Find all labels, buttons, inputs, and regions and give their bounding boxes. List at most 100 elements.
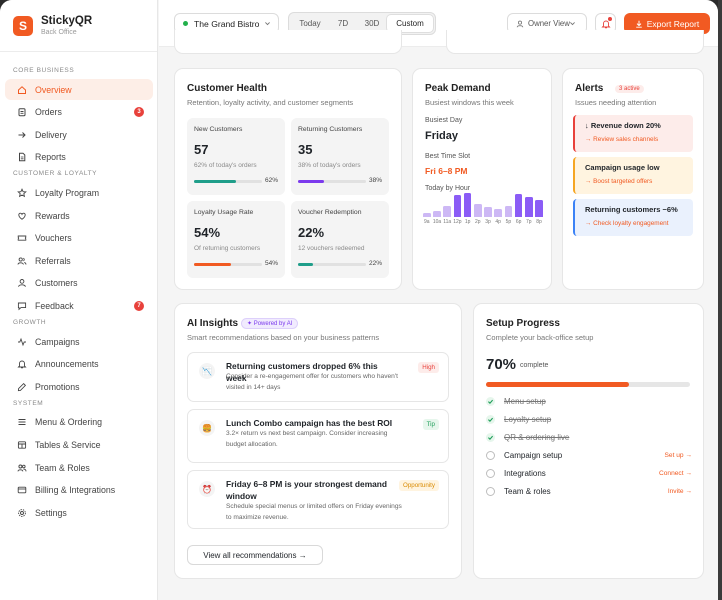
alerts-card: Alerts 3 active Issues needing attention…: [562, 68, 704, 290]
metric-bar: [194, 180, 262, 183]
metric-note: 62% of today's orders: [194, 162, 257, 169]
brand: S StickyQR Back Office: [0, 0, 157, 52]
sidebar-item-reports[interactable]: Reports: [5, 147, 153, 168]
team-icon: [17, 464, 27, 472]
metric-note: Of returning customers: [194, 245, 261, 252]
metric-tile: New Customers 57 62% of today's orders 62%: [187, 118, 285, 195]
card-title: Customer Health: [187, 83, 268, 94]
alert-action-link[interactable]: → Boost targeted offers: [585, 178, 653, 185]
sidebar-item-label: Reports: [35, 152, 66, 163]
sidebar-item-feedback[interactable]: Feedback 7: [5, 295, 153, 316]
sidebar-item-customers[interactable]: Customers: [5, 273, 153, 294]
range-30d[interactable]: 30D: [364, 19, 380, 28]
home-icon: [18, 85, 26, 94]
hour-label: 1p: [464, 219, 471, 225]
sidebar-item-delivery[interactable]: Delivery: [5, 124, 153, 145]
metric-note: 38% of today's orders: [298, 162, 361, 169]
star-icon: [17, 187, 27, 198]
range-today[interactable]: Today: [299, 19, 321, 28]
hour-bar: [535, 200, 543, 217]
setup-step-label: Team & roles: [504, 486, 551, 496]
hour-label: 5p: [505, 219, 512, 225]
sidebar-item-orders[interactable]: Orders 3: [5, 102, 153, 123]
view-all-recommendations-button[interactable]: View all recommendations →: [187, 545, 323, 565]
recommendation-item[interactable]: ⏰ Friday 6–8 PM is your strongest demand …: [187, 470, 449, 529]
sidebar-item-team-roles[interactable]: Team & Roles: [5, 457, 153, 478]
export-report-button[interactable]: Export Report: [624, 13, 710, 34]
hour-bar: [423, 213, 431, 217]
card-subtitle: Busiest windows this week: [425, 98, 514, 107]
hour-bar: [463, 193, 472, 217]
hour-label: 6p: [515, 219, 522, 225]
metric-tile: Returning Customers 35 38% of today's orde…: [291, 118, 389, 195]
hour-label: 3p: [485, 219, 491, 225]
metric-tile: Loyalty Usage Rate 54% Of returning custom…: [187, 201, 285, 278]
metric-value: 35: [298, 142, 313, 157]
sidebar-item-menu-ordering[interactable]: Menu & Ordering: [5, 412, 153, 433]
recommendation-title: Friday 6–8 PM is your strongest demand w…: [226, 479, 388, 501]
alert-item[interactable]: Campaign usage low → Boost targeted offer…: [573, 157, 693, 194]
sidebar-item-referrals[interactable]: Referrals: [5, 250, 153, 271]
sidebar-item-promotions[interactable]: Promotions: [5, 376, 153, 397]
recommendation-item[interactable]: 📉 Returning customers dropped 6% this wee…: [187, 352, 449, 402]
hourly-axis: 9a 10a 11a 12p 1p 2p 3p 4p 5p 6p 7p 8p: [423, 219, 545, 227]
sidebar-item-label: Menu & Ordering: [35, 417, 102, 428]
ai-insights-card: AI Insights ✦ Powered by AI Smart recomm…: [174, 303, 462, 579]
card-title: Alerts: [575, 83, 604, 94]
setup-step-action[interactable]: Invite →: [667, 487, 692, 495]
range-custom[interactable]: Custom: [387, 15, 433, 32]
sidebar-item-tables-service[interactable]: Tables & Service: [5, 434, 153, 455]
empty-circle-icon: [486, 468, 495, 478]
setup-percent: 70%: [486, 356, 517, 373]
chevron-down-icon: [265, 22, 270, 26]
best-slot-label: Best Time Slot: [425, 153, 471, 160]
setup-step-label: Integrations: [504, 468, 546, 478]
alert-action-link[interactable]: → Check loyalty engagement: [585, 220, 669, 227]
sidebar-item-overview[interactable]: Overview: [5, 79, 153, 100]
recommendation-icon: ⏰: [199, 481, 215, 497]
window-edge: [718, 0, 722, 600]
range-7d[interactable]: 7D: [337, 19, 349, 28]
peak-demand-card: Peak Demand Busiest windows this week Bu…: [412, 68, 552, 290]
card-icon: [17, 486, 27, 494]
sidebar-item-vouchers[interactable]: Vouchers: [5, 228, 153, 249]
sidebar-section-title: Core Business: [13, 67, 75, 74]
sidebar-item-announcements[interactable]: Announcements: [5, 354, 153, 375]
venue-name: The Grand Bistro: [194, 18, 260, 29]
alert-action-link[interactable]: → Review sales channels: [585, 136, 659, 143]
metric-bar-fill: [194, 263, 231, 266]
alert-item[interactable]: Returning customers −6% → Check loyalty e…: [573, 199, 693, 236]
hour-label: 4p: [495, 219, 501, 225]
metric-label: New Customers: [194, 126, 243, 133]
empty-circle-icon: [486, 450, 495, 460]
clipboard-icon: [18, 108, 26, 117]
sidebar-item-label: Announcements: [35, 359, 99, 370]
setup-step-action[interactable]: Set up →: [664, 451, 693, 459]
alert-title: Returning customers −6%: [585, 205, 678, 214]
card-title: AI Insights: [187, 318, 239, 329]
setup-step[interactable]: Team & roles Invite →: [486, 484, 692, 498]
sidebar-item-rewards[interactable]: Rewards: [5, 205, 153, 226]
recommendation-item[interactable]: 🍔 Lunch Combo campaign has the best ROI 3.…: [187, 409, 449, 463]
metric-label: Voucher Redemption: [298, 209, 362, 216]
setup-step[interactable]: Integrations Connect →: [486, 466, 692, 480]
sidebar-item-label: Promotions: [35, 381, 80, 392]
sidebar-item-campaigns[interactable]: Campaigns: [5, 331, 153, 352]
check-icon: [486, 414, 495, 424]
user-icon: [18, 279, 26, 288]
sidebar-item-settings[interactable]: Settings: [5, 502, 153, 523]
heart-icon: [18, 212, 26, 220]
alert-item[interactable]: ↓ Revenue down 20% → Review sales channel…: [573, 115, 693, 152]
recommendation-description: Consider a re-engagement offer for custo…: [226, 373, 398, 391]
sidebar-item-label: Customers: [35, 278, 78, 289]
hour-label: 11a: [443, 219, 452, 225]
brand-subtitle: Back Office: [41, 29, 77, 36]
bell-icon: [17, 360, 27, 369]
ticket-icon: [17, 235, 27, 241]
sidebar-item-label: Billing & Integrations: [35, 485, 116, 496]
setup-step-action[interactable]: Connect →: [659, 469, 692, 477]
sidebar-item-billing-integrations[interactable]: Billing & Integrations: [5, 480, 153, 501]
setup-step[interactable]: Campaign setup Set up →: [486, 448, 692, 462]
sidebar-item-loyalty-program[interactable]: Loyalty Program: [5, 182, 153, 203]
scrolled-card-left: [174, 30, 402, 54]
